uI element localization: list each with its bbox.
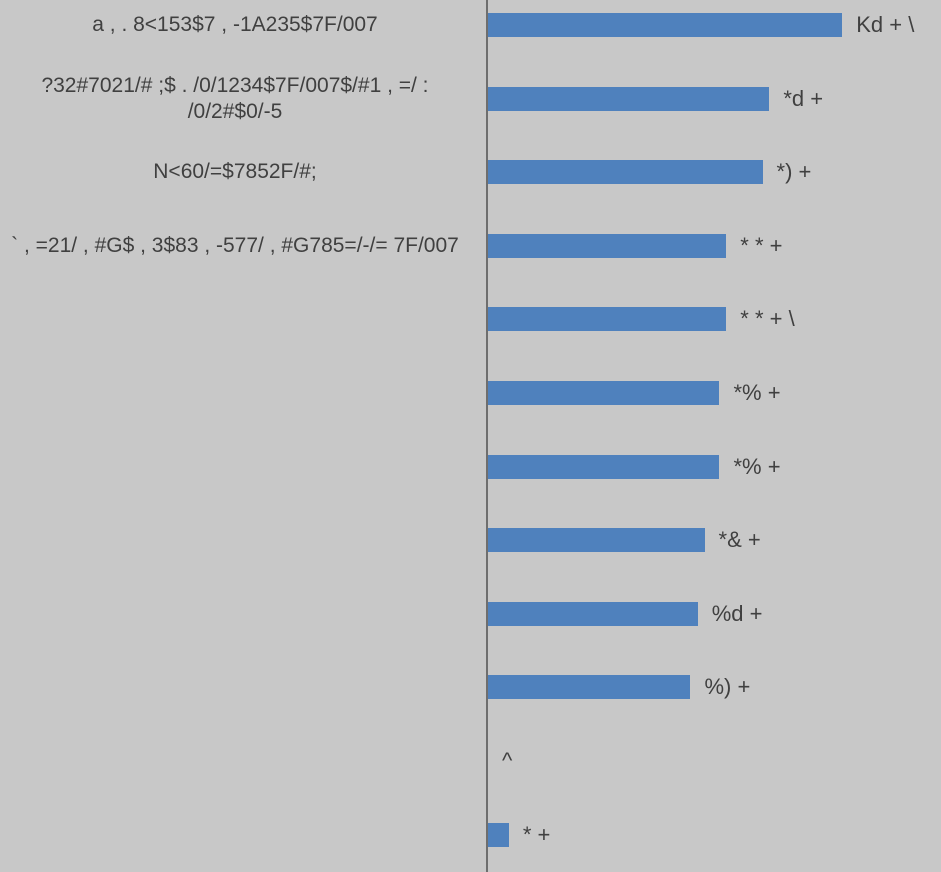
category-label: a , . 8<153$7 , -1A235$7F/007 — [92, 13, 378, 36]
value-label: * + — [522, 821, 551, 847]
bar — [488, 822, 509, 847]
bar — [488, 381, 720, 405]
value-label: *d + — [783, 85, 824, 111]
bar — [488, 675, 691, 700]
value-label: %) + — [704, 674, 751, 700]
bar — [488, 13, 843, 37]
value-label: * * + \ — [740, 306, 795, 332]
bar — [488, 454, 720, 479]
value-label: * * + — [740, 232, 783, 258]
bar — [488, 307, 727, 332]
category-label: ` , =21/ , #G$ , 3$83 , -577/ , #G785=/-… — [11, 233, 459, 257]
bar — [488, 86, 770, 111]
axis-line — [486, 0, 488, 872]
value-label: ^ — [502, 748, 513, 773]
bar — [488, 528, 705, 553]
value-label: *) + — [776, 159, 812, 185]
value-label: Kd + \ — [856, 12, 915, 37]
value-label: *% + — [733, 453, 781, 479]
category-label: ?32#7021/# ;$ . /0/1234$7F/007$/#1 , =/ … — [41, 73, 429, 123]
bar — [488, 233, 727, 258]
category-label: N<60/=$7852F/#; — [153, 160, 317, 184]
value-label: *% + — [733, 380, 781, 405]
bar — [488, 601, 698, 626]
value-label: %d + — [711, 600, 763, 626]
value-label: *& + — [718, 527, 761, 553]
bar — [488, 160, 763, 185]
